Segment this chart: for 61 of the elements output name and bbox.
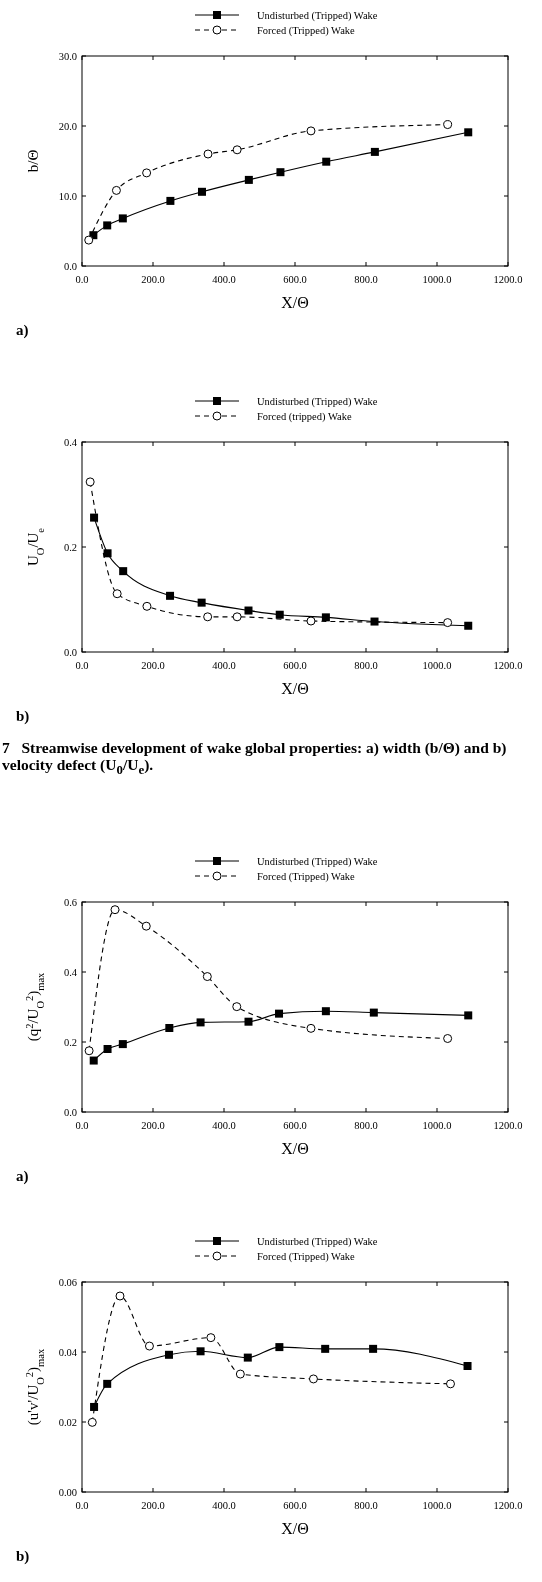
y-tick-label: 0.2 <box>63 1037 77 1048</box>
y-tick-label: 0.00 <box>58 1487 77 1498</box>
legend-label: Undisturbed (Tripped) Wake <box>257 856 378 868</box>
x-tick-label: 1000.0 <box>422 274 452 285</box>
legend-label: Forced (Tripped) Wake <box>257 871 356 883</box>
x-tick-label: 800.0 <box>354 1120 378 1131</box>
y-tick-label: 0.4 <box>63 437 78 448</box>
legend-label: Undisturbed (Tripped) Wake <box>257 396 378 408</box>
x-tick-label: 800.0 <box>354 274 378 285</box>
x-tick-label: 600.0 <box>283 660 307 671</box>
x-tick-label: 1200.0 <box>493 660 523 671</box>
x-tick-label: 400.0 <box>212 274 236 285</box>
legend-label: Forced (tripped) Wake <box>257 411 352 423</box>
y-tick-label: 10.0 <box>58 191 77 202</box>
legend-label: Undisturbed (Tripped) Wake <box>257 10 378 22</box>
text: b) <box>16 1548 31 1565</box>
text: 7 Streamwise development of wake global properties: a) width (b/Θ) and b) velocity defect (U$_{0}$/U$_{e}$). <box>2 739 508 779</box>
x-axis-title: X/Θ <box>281 1140 309 1157</box>
y-tick-label: 0.06 <box>58 1277 77 1288</box>
y-tick-label: 0.02 <box>58 1417 77 1428</box>
x-tick-label: 600.0 <box>283 1500 307 1511</box>
x-tick-label: 600.0 <box>283 1120 307 1131</box>
text: a) <box>16 1168 30 1185</box>
y-tick-label: 30.0 <box>58 51 77 62</box>
x-tick-label: 800.0 <box>354 660 378 671</box>
y-tick-label: 0.6 <box>63 897 77 908</box>
text: b) <box>16 708 31 725</box>
x-tick-label: 0.0 <box>75 660 89 671</box>
x-tick-label: 1000.0 <box>422 1120 452 1131</box>
x-tick-label: 400.0 <box>212 1120 236 1131</box>
y-tick-label: 20.0 <box>58 121 77 132</box>
y-tick-label: 0.2 <box>63 542 77 553</box>
x-tick-label: 1200.0 <box>493 1500 523 1511</box>
legend-label: Forced (Tripped) Wake <box>257 25 356 37</box>
x-tick-label: 0.0 <box>75 1500 89 1511</box>
y-tick-label: 0.0 <box>63 261 77 272</box>
x-tick-label: 600.0 <box>283 274 307 285</box>
y-tick-label: 0.0 <box>63 1107 77 1118</box>
y-tick-label: 0.04 <box>58 1347 78 1358</box>
x-tick-label: 0.0 <box>75 1120 89 1131</box>
x-tick-label: 1200.0 <box>493 274 523 285</box>
y-tick-label: 0.4 <box>63 967 78 978</box>
x-tick-label: 200.0 <box>141 660 165 671</box>
y-tick-label: 0.0 <box>63 647 77 658</box>
x-tick-label: 1000.0 <box>422 1500 452 1511</box>
legend-label: Forced (Tripped) Wake <box>257 1251 356 1263</box>
x-tick-label: 400.0 <box>212 1500 236 1511</box>
x-tick-label: 1000.0 <box>422 660 452 671</box>
x-tick-label: 200.0 <box>141 1120 165 1131</box>
x-axis-title: X/Θ <box>281 680 309 697</box>
x-axis-title: X/Θ <box>281 294 309 311</box>
x-tick-label: 200.0 <box>141 1500 165 1511</box>
x-axis-title: X/Θ <box>281 1520 309 1537</box>
x-tick-label: 400.0 <box>212 660 236 671</box>
text: a) <box>16 322 30 339</box>
x-tick-label: 800.0 <box>354 1500 378 1511</box>
y-axis-title: b/Θ <box>25 149 41 173</box>
legend-label: Undisturbed (Tripped) Wake <box>257 1236 378 1248</box>
x-tick-label: 200.0 <box>141 274 165 285</box>
x-tick-label: 1200.0 <box>493 1120 523 1131</box>
x-tick-label: 0.0 <box>75 274 89 285</box>
